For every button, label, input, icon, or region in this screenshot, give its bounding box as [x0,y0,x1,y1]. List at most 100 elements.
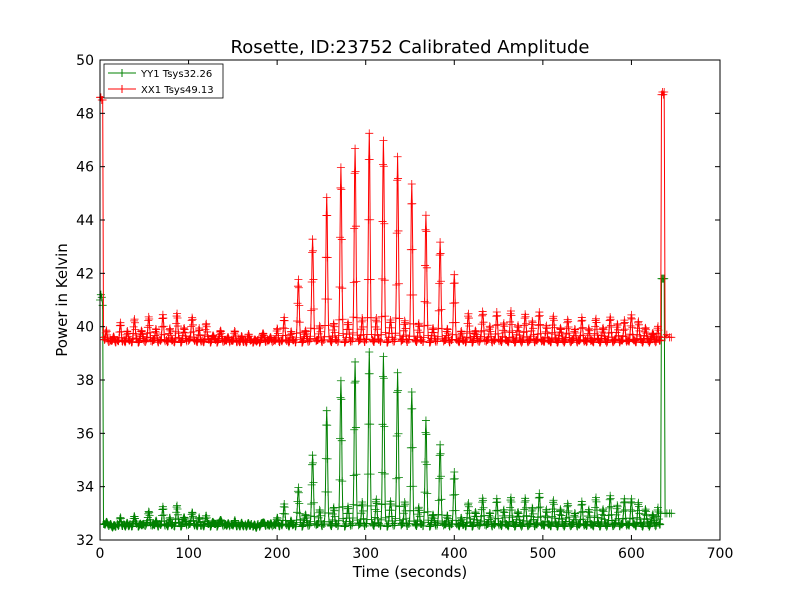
data-point [655,520,664,529]
data-point [187,322,196,331]
data-point [529,509,538,518]
data-point [373,507,382,516]
data-point [145,511,154,520]
data-point [413,326,422,335]
data-point [599,507,608,516]
data-point [292,329,301,338]
data-point [145,508,154,517]
data-point [400,501,409,510]
data-point [561,335,570,344]
data-point [315,321,324,330]
data-point [529,330,538,339]
data-point [293,282,302,291]
data-point [464,499,473,508]
data-point [377,515,386,524]
data-point [116,321,125,330]
data-point [613,321,622,330]
data-point [144,507,153,516]
data-point [634,318,643,327]
data-point [379,162,388,171]
data-point [338,284,347,293]
data-point [352,277,361,286]
data-point [349,313,358,322]
data-point [352,470,361,479]
data-point [353,331,362,340]
data-point [401,318,410,327]
data-point [653,324,662,333]
data-point [462,337,471,346]
data-point [280,313,289,322]
data-point [434,510,443,519]
data-point [605,323,614,332]
data-point [492,312,501,321]
data-point [577,501,586,510]
data-point [189,512,197,521]
x-tick-label-7: 700 [707,546,734,562]
data-point [626,505,635,514]
data-point [605,495,614,504]
data-point [372,495,381,504]
data-point [188,508,197,517]
data-point [130,316,139,325]
data-point [504,337,513,346]
data-point [437,511,446,520]
data-point [371,316,380,325]
data-point [323,253,332,262]
data-point [334,521,343,530]
data-point [606,313,615,322]
data-point [468,522,477,531]
chart-title: Rosette, ID:23752 Calibrated Amplitude [231,37,590,58]
data-point [584,325,593,334]
data-point [188,509,197,518]
data-point [578,507,587,516]
data-point [464,314,473,323]
data-point [571,328,580,337]
data-point [348,328,357,337]
data-point [369,337,378,346]
data-point [145,315,154,324]
data-point [390,334,399,343]
data-point [450,270,459,279]
data-point [620,494,629,503]
data-point [188,315,197,324]
data-point [468,338,477,347]
data-point [130,318,139,327]
data-point [344,509,353,518]
data-point [380,276,389,285]
data-point [485,508,494,517]
data-point [378,372,387,381]
data-point [144,509,153,518]
data-point [367,515,376,524]
data-point [541,511,550,520]
data-point [338,477,347,486]
data-point [654,515,663,524]
data-point [529,515,538,524]
data-point [479,496,488,505]
data-point [316,327,325,336]
data-point [230,327,239,336]
data-point [185,334,194,343]
data-point [281,324,290,333]
data-point [505,333,514,342]
data-point [177,338,186,347]
data-point [536,320,545,329]
data-point [557,332,566,341]
data-point [336,393,345,402]
data-point [330,506,339,515]
data-point [359,322,368,331]
data-point [402,331,411,340]
data-point [419,337,428,346]
data-point [465,322,474,331]
data-point [158,314,167,323]
data-point [436,238,445,247]
data-point [351,167,360,176]
data-point [386,500,395,509]
data-point [562,508,571,517]
data-point [457,329,466,338]
data-point [591,316,600,325]
data-point [433,335,442,344]
data-point [543,329,552,338]
data-point [613,502,622,511]
data-point [628,323,637,332]
